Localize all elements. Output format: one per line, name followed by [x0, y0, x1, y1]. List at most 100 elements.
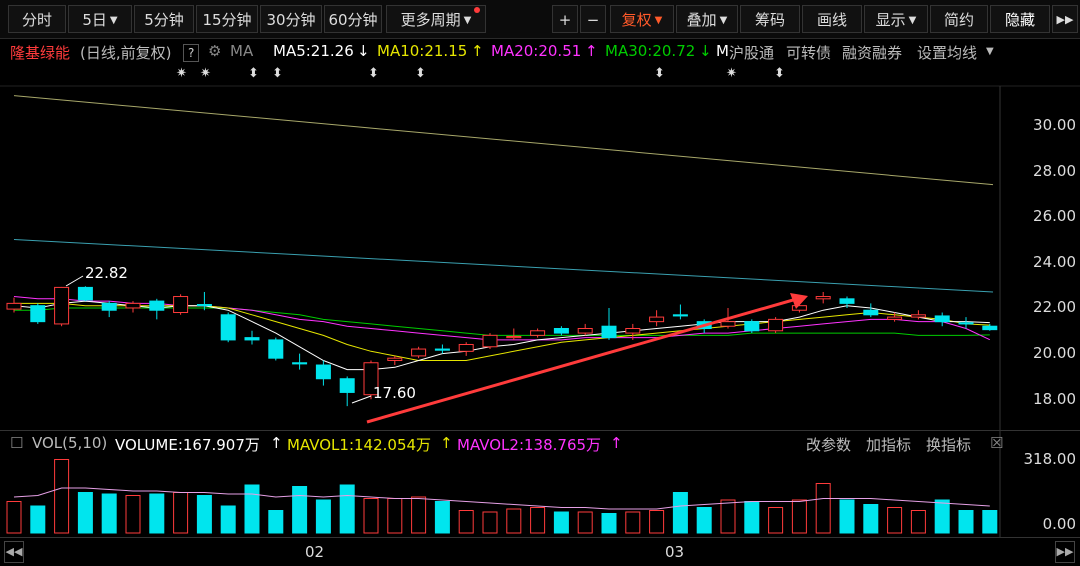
period-more-label: 更多周期	[400, 11, 461, 29]
period-5day-label: 5日	[82, 11, 107, 29]
candle-body	[887, 316, 903, 320]
volume-bar	[77, 492, 93, 534]
star-marker-icon[interactable]: ✷	[200, 66, 211, 81]
overlay-button[interactable]: 叠加 ▼	[676, 5, 738, 33]
vol-ma-line	[13, 487, 990, 510]
candle-body	[220, 314, 236, 341]
period-tab-30min[interactable]: 30分钟	[260, 5, 322, 33]
adjust-rights-label: 复权	[621, 11, 652, 29]
change-params-link[interactable]: 改参数	[806, 436, 852, 454]
period-tab-5min[interactable]: 5分钟	[134, 5, 194, 33]
volume-bar	[530, 507, 546, 534]
link-margin-trading[interactable]: 融资融券	[842, 44, 903, 62]
display-button[interactable]: 显示 ▼	[864, 5, 928, 33]
volume-value: VOLUME:167.907万	[115, 436, 260, 454]
hide-button[interactable]: 隐藏	[990, 5, 1050, 33]
price-tick: 20.00	[1033, 344, 1076, 362]
candle-body	[625, 328, 641, 334]
arrow-up-icon: ↑	[610, 434, 623, 452]
star-marker-icon[interactable]: ✷	[726, 66, 737, 81]
volume-bar	[125, 495, 141, 534]
volume-bar	[934, 499, 950, 534]
candle-body	[720, 321, 736, 327]
volume-bar	[54, 459, 70, 534]
volume-bar	[625, 511, 641, 534]
volume-bar	[553, 511, 569, 534]
close-panel-icon[interactable]: ☒	[990, 434, 1004, 452]
time-axis: ◀◀ 02 03 ▶▶	[0, 537, 1080, 566]
adjust-rights-button[interactable]: 复权 ▼	[610, 5, 674, 33]
period-tab-60min[interactable]: 60分钟	[324, 5, 382, 33]
volume-bar	[101, 493, 117, 534]
volume-bar	[649, 510, 665, 534]
switch-indicator-link[interactable]: 换指标	[926, 436, 972, 454]
updown-marker-icon[interactable]: ⬍	[368, 66, 379, 81]
candle-body	[601, 325, 617, 339]
arrow-down-icon: ↓	[699, 42, 712, 60]
draw-line-button[interactable]: 画线	[802, 5, 862, 33]
volume-bar	[482, 511, 498, 534]
candle-body	[958, 322, 974, 325]
candle-body	[339, 378, 355, 393]
volume-bar	[696, 507, 712, 534]
period-more-button[interactable]: 更多周期 ▼	[386, 5, 486, 33]
mavol1-value: MAVOL1:142.054万	[287, 436, 432, 454]
high-price-label: 22.82	[85, 264, 128, 282]
volume-bar	[30, 505, 46, 534]
updown-marker-icon[interactable]: ⬍	[654, 66, 665, 81]
candle-body	[54, 286, 70, 325]
candle-body	[744, 321, 760, 332]
updown-marker-icon[interactable]: ⬍	[272, 66, 283, 81]
updown-marker-icon[interactable]: ⬍	[248, 66, 259, 81]
updown-marker-icon[interactable]: ⬍	[774, 66, 785, 81]
candle-body	[482, 334, 498, 348]
add-indicator-link[interactable]: 加指标	[866, 436, 912, 454]
candle-body	[292, 362, 308, 365]
ma-long-line	[13, 95, 994, 186]
volume-bar	[720, 499, 736, 534]
arrow-up-icon: ↑	[585, 42, 598, 60]
dropdown-caret-icon: ▼	[654, 14, 663, 26]
chips-button[interactable]: 筹码	[740, 5, 800, 33]
simple-mode-button[interactable]: 简约	[930, 5, 988, 33]
scroll-right-icon[interactable]: ▶▶	[1055, 541, 1075, 563]
candle-body	[125, 302, 141, 309]
price-axis: 30.00 28.00 26.00 24.00 22.00 20.00 18.0…	[1000, 86, 1080, 431]
chart-mode: (日线,前复权)	[80, 44, 172, 62]
price-tick: 30.00	[1033, 116, 1076, 134]
high-pointer	[65, 275, 84, 287]
candle-body	[910, 314, 926, 318]
arrow-down-icon: ↓	[357, 42, 370, 60]
collapse-button[interactable]: ☐	[10, 434, 24, 452]
ma30-value: MA30:20.72	[605, 42, 696, 60]
candle-body	[506, 335, 522, 339]
link-set-ma[interactable]: 设置均线	[917, 44, 978, 62]
link-hk-connect[interactable]: 沪股通	[729, 44, 775, 62]
volume-bar	[196, 495, 212, 534]
period-tab-5day[interactable]: 5日 ▼	[68, 5, 132, 33]
trend-arrow	[366, 296, 801, 424]
candle-body	[244, 337, 260, 341]
zoom-out-button[interactable]: −	[580, 5, 606, 33]
candle-body	[101, 302, 117, 311]
volume-bar	[863, 504, 879, 534]
updown-marker-icon[interactable]: ⬍	[415, 66, 426, 81]
candle-body	[77, 286, 93, 301]
volume-bar	[815, 483, 831, 534]
period-tab-15min[interactable]: 15分钟	[196, 5, 258, 33]
period-tab-intraday[interactable]: 分时	[8, 5, 66, 33]
expand-arrow-icon[interactable]: ▶▶	[1052, 5, 1078, 33]
dropdown-caret-icon[interactable]: ▼	[986, 46, 994, 57]
candle-body	[672, 314, 688, 317]
help-button[interactable]: ?	[183, 44, 200, 62]
volume-bar	[387, 498, 403, 534]
month-label: 02	[305, 543, 325, 561]
candle-body	[791, 305, 807, 311]
scroll-left-icon[interactable]: ◀◀	[4, 541, 24, 563]
star-marker-icon[interactable]: ✷	[176, 66, 187, 81]
zoom-in-button[interactable]: +	[552, 5, 578, 33]
volume-bar	[958, 510, 974, 534]
settings-gear-icon[interactable]: ⚙	[208, 42, 222, 60]
link-convertible-bond[interactable]: 可转债	[786, 44, 832, 62]
